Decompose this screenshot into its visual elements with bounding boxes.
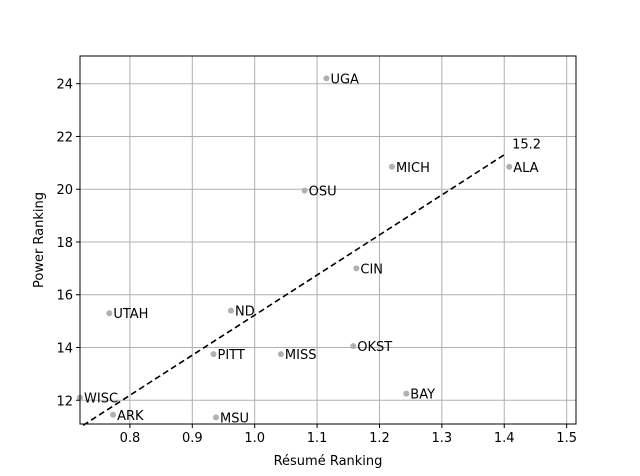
y-tick-label: 20	[56, 183, 73, 198]
y-tick-label: 22	[56, 130, 73, 145]
data-point	[106, 310, 113, 317]
trend-line-group: 15.2	[82, 138, 541, 426]
point-label: OKST	[357, 340, 392, 355]
grid-lines	[80, 56, 576, 424]
point-label: ARK	[117, 409, 144, 424]
point-label: UTAH	[113, 307, 148, 322]
x-tick-label: 0.8	[120, 431, 141, 446]
y-tick-label: 14	[56, 341, 73, 356]
y-tick-label: 18	[56, 236, 73, 251]
x-axis-label: Résumé Ranking	[274, 454, 383, 469]
data-point	[323, 75, 330, 82]
point-label: PITT	[218, 348, 245, 363]
y-axis-label: Power Ranking	[32, 192, 47, 288]
x-tick-label: 1.4	[494, 431, 515, 446]
data-point	[388, 163, 395, 170]
y-tick-label: 12	[56, 394, 73, 409]
data-points: UGA MICH ALA OSU CIN ND UTAH OKST MISS PITT BAY WIS…	[77, 72, 539, 426]
point-label: OSU	[309, 185, 337, 200]
x-tick-label: 1.0	[244, 431, 265, 446]
trend-line-label: 15.2	[512, 138, 541, 153]
data-point	[213, 414, 220, 421]
y-tick-label: 24	[56, 78, 73, 93]
x-tick-label: 1.5	[556, 431, 577, 446]
data-point	[350, 343, 357, 350]
point-label: MISS	[285, 348, 317, 363]
x-tick-label: 1.2	[369, 431, 390, 446]
point-label: MICH	[396, 161, 430, 176]
data-point	[353, 265, 360, 272]
point-label: UGA	[330, 72, 359, 87]
point-label: ALA	[513, 161, 538, 176]
point-label: CIN	[360, 262, 383, 277]
x-axis-ticks: 0.8 0.9 1.0 1.1 1.2 1.3 1.4 1.5	[120, 424, 577, 446]
data-point	[110, 411, 117, 418]
data-point	[227, 307, 234, 314]
data-point	[403, 390, 410, 397]
y-tick-label: 16	[56, 289, 73, 304]
data-point	[506, 163, 513, 170]
point-label: MSU	[220, 411, 249, 426]
x-tick-label: 1.3	[432, 431, 453, 446]
point-label: BAY	[410, 388, 435, 403]
point-label: ND	[235, 305, 255, 320]
data-point	[301, 187, 308, 194]
trend-line	[82, 152, 507, 426]
plot-frame	[79, 55, 577, 425]
data-point	[210, 351, 217, 358]
y-axis-ticks: 12 14 16 18 20 22 24	[56, 78, 80, 409]
x-tick-label: 0.9	[182, 431, 203, 446]
x-tick-label: 1.1	[307, 431, 328, 446]
data-point	[277, 351, 284, 358]
point-label: WISC	[84, 392, 118, 407]
